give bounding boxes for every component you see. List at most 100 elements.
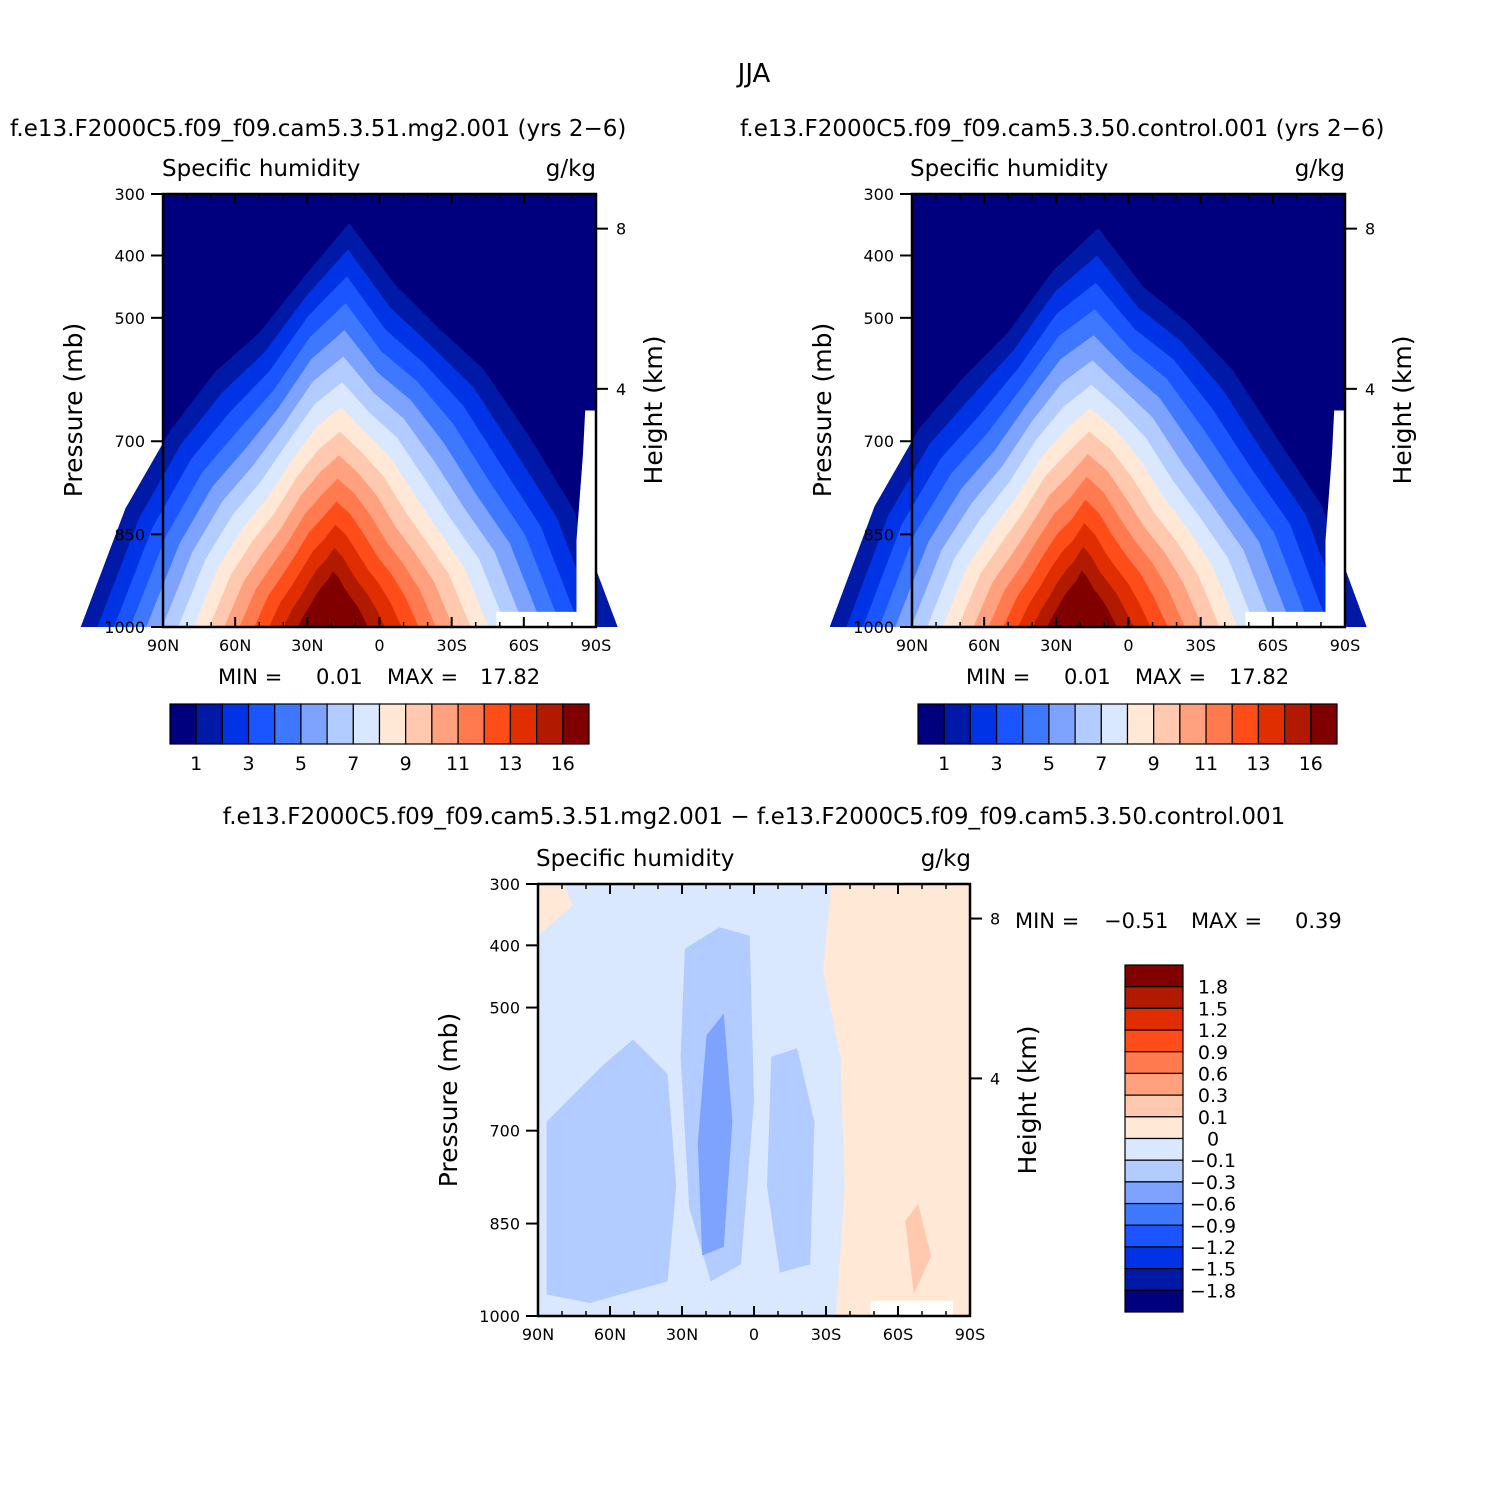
colorbar-label: 16 — [1299, 753, 1323, 775]
max-label: MAX = — [1191, 909, 1262, 933]
x-tick-label: 30S — [811, 1325, 842, 1344]
contour-field — [829, 194, 1367, 627]
colorbar-box — [1124, 1202, 1184, 1226]
y-tick-label: 400 — [863, 246, 894, 265]
y2-tick-label: 8 — [1365, 220, 1375, 239]
colorbar-box — [274, 703, 302, 745]
contour-band — [905, 1203, 932, 1295]
x-tick-label: 60S — [1258, 636, 1289, 655]
y-tick-label: 500 — [489, 999, 520, 1018]
x-tick-label: 90S — [581, 636, 612, 655]
y-tick-label: 300 — [489, 875, 520, 894]
colorbar-label: 1 — [190, 753, 202, 775]
colorbar-box — [1310, 703, 1338, 745]
y-tick-label: 1000 — [479, 1307, 520, 1326]
x-axis: 90N 60N 30N 0 30S 60S 90S — [147, 194, 611, 655]
colorbar-box — [509, 703, 538, 745]
colorbar-label: 9 — [1148, 753, 1160, 775]
y2-tick-label: 8 — [616, 220, 626, 239]
colorbar: 1 3 5 7 9 11 13 16 — [917, 703, 1338, 775]
colorbar-label: 3 — [991, 753, 1003, 775]
x-tick-label: 90N — [147, 636, 179, 655]
x-tick-label: 60N — [219, 636, 251, 655]
colorbar-box — [326, 703, 354, 745]
colorbar-label: 5 — [1043, 753, 1055, 775]
colorbar-box — [221, 703, 250, 745]
max-value: 17.82 — [1229, 665, 1289, 689]
x-tick-label: 30S — [1185, 636, 1216, 655]
colorbar-box — [1100, 703, 1129, 745]
x-tick-label: 90S — [955, 1325, 986, 1344]
panel-title: f.e13.F2000C5.f09_f09.cam5.3.50.control.… — [740, 116, 1384, 142]
colorbar-label: 1.8 — [1198, 977, 1228, 999]
y2-axis: 84 — [596, 220, 626, 399]
x-tick-label: 30N — [666, 1325, 698, 1344]
y2-axis-label: Height (km) — [1013, 1026, 1042, 1175]
y-tick-label: 700 — [863, 432, 894, 451]
colorbar-box — [1124, 1224, 1184, 1248]
min-value: −0.51 — [1104, 909, 1168, 933]
max-label: MAX = — [387, 665, 458, 689]
x-tick-label: 30N — [291, 636, 323, 655]
colorbar-box — [1048, 703, 1076, 745]
colorbar-label: 3 — [243, 753, 255, 775]
colorbar-label: 0.9 — [1198, 1042, 1228, 1064]
colorbar-box — [917, 703, 945, 745]
colorbar-box — [1124, 1051, 1184, 1075]
colorbar-label: 11 — [1194, 753, 1218, 775]
panel-model-a: f.e13.F2000C5.f09_f09.cam5.3.51.mg2.001 … — [10, 116, 668, 775]
variable-label: Specific humidity — [536, 846, 734, 872]
colorbar-label: 5 — [295, 753, 307, 775]
y-tick-label: 500 — [863, 309, 894, 328]
colorbar-box — [1124, 1029, 1184, 1053]
x-tick-label: 60S — [509, 636, 540, 655]
contour-band — [1046, 570, 1118, 627]
colorbar-label: −1.8 — [1190, 1280, 1236, 1302]
x-tick-label: 60N — [594, 1325, 626, 1344]
contour-band — [297, 571, 369, 627]
colorbar-box — [995, 703, 1024, 745]
contour-band — [697, 1013, 733, 1256]
colorbar-box — [562, 703, 590, 745]
colorbar-label: 0 — [1207, 1129, 1219, 1151]
x-tick-label: 30N — [1040, 636, 1072, 655]
x-tick-label: 60S — [883, 1325, 914, 1344]
y-axis-label: Pressure (mb) — [434, 1013, 463, 1187]
y2-tick-label: 8 — [990, 910, 1000, 929]
colorbar-box — [943, 703, 971, 745]
missing-data-mask — [870, 1300, 953, 1316]
colorbar-box — [1022, 703, 1050, 745]
y-tick-label: 1000 — [853, 618, 894, 637]
colorbar-box — [1124, 1268, 1184, 1291]
y-tick-label: 1000 — [104, 618, 145, 637]
units-label: g/kg — [546, 156, 596, 182]
colorbar-label: 0.1 — [1198, 1107, 1228, 1129]
colorbar-label: 1 — [938, 753, 950, 775]
y2-tick-label: 4 — [616, 380, 626, 399]
contour-band — [546, 1039, 677, 1303]
x-tick-label: 90S — [1330, 636, 1361, 655]
colorbar-label: 13 — [498, 753, 522, 775]
colorbar-box — [1179, 703, 1207, 745]
x-tick-label: 0 — [374, 636, 384, 655]
colorbar-box — [195, 703, 223, 745]
colorbar-label: −0.1 — [1190, 1150, 1236, 1172]
x-tick-label: 60N — [968, 636, 1000, 655]
colorbar-label: 0.6 — [1198, 1063, 1228, 1085]
x-axis: 90N 60N 30N 0 30S 60S 90S — [896, 194, 1360, 655]
colorbar-box — [1124, 1246, 1184, 1270]
y-tick-label: 300 — [114, 185, 145, 204]
colorbar-box — [1124, 1159, 1184, 1183]
y-tick-label: 700 — [114, 432, 145, 451]
y2-axis-label: Height (km) — [1388, 336, 1417, 485]
min-label: MIN = — [218, 665, 282, 689]
colorbar-box — [1124, 964, 1184, 988]
colorbar-box — [457, 703, 485, 745]
colorbar-box — [1074, 703, 1102, 745]
colorbar-box — [1284, 703, 1312, 745]
colorbar-box — [1124, 1094, 1184, 1118]
colorbar-label: −1.5 — [1190, 1259, 1236, 1281]
panel-difference: f.e13.F2000C5.f09_f09.cam5.3.51.mg2.001 … — [223, 804, 1342, 1344]
colorbar-label: 13 — [1246, 753, 1270, 775]
